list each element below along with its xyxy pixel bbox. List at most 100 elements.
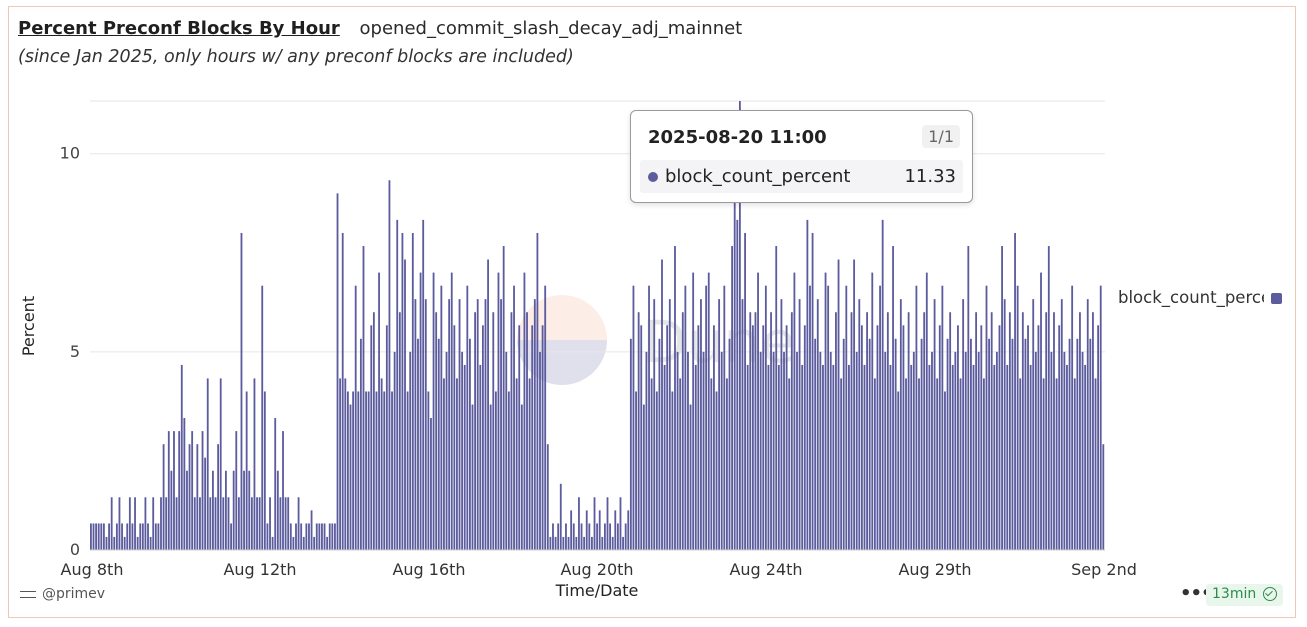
bar[interactable] xyxy=(829,351,832,550)
bar[interactable] xyxy=(1045,312,1048,550)
bar[interactable] xyxy=(110,497,113,550)
bar[interactable] xyxy=(759,351,762,550)
bar[interactable] xyxy=(391,391,393,550)
bar[interactable] xyxy=(824,272,827,550)
bar[interactable] xyxy=(1079,312,1081,550)
bar[interactable] xyxy=(313,536,316,550)
bar[interactable] xyxy=(835,312,837,550)
bar[interactable] xyxy=(562,536,565,550)
bar[interactable] xyxy=(1032,299,1035,550)
bar[interactable] xyxy=(505,351,508,550)
bar[interactable] xyxy=(860,325,863,550)
bar[interactable] xyxy=(248,470,251,550)
bar[interactable] xyxy=(809,285,811,550)
bar[interactable] xyxy=(224,470,227,550)
bar[interactable] xyxy=(554,536,557,550)
bar[interactable] xyxy=(663,364,666,550)
bar[interactable] xyxy=(788,378,791,550)
bar[interactable] xyxy=(949,312,952,550)
bar[interactable] xyxy=(993,364,996,550)
bar[interactable] xyxy=(326,536,329,550)
bar[interactable] xyxy=(279,497,282,550)
bar[interactable] xyxy=(302,536,305,550)
bar[interactable] xyxy=(458,299,461,550)
bar[interactable] xyxy=(801,364,804,550)
bar[interactable] xyxy=(975,312,978,550)
bar[interactable] xyxy=(967,246,970,551)
bar[interactable] xyxy=(624,523,627,550)
bar[interactable] xyxy=(253,378,256,550)
bar[interactable] xyxy=(733,193,736,550)
bar[interactable] xyxy=(892,246,894,551)
bar[interactable] xyxy=(790,312,793,550)
bar[interactable] xyxy=(300,523,303,550)
bar[interactable] xyxy=(780,299,783,550)
bar[interactable] xyxy=(1073,378,1076,550)
bar[interactable] xyxy=(1011,338,1014,550)
bar[interactable] xyxy=(710,378,713,550)
bar[interactable] xyxy=(1040,272,1042,550)
bar[interactable] xyxy=(492,312,495,550)
bar[interactable] xyxy=(899,299,902,550)
bar[interactable] xyxy=(352,391,355,550)
bar[interactable] xyxy=(990,312,993,550)
bar[interactable] xyxy=(1063,351,1066,550)
bar[interactable] xyxy=(650,378,653,550)
bar[interactable] xyxy=(884,351,887,550)
bar[interactable] xyxy=(762,325,765,550)
bar[interactable] xyxy=(269,497,271,550)
bar[interactable] xyxy=(962,299,965,550)
bar[interactable] xyxy=(430,418,432,550)
bar[interactable] xyxy=(1019,378,1022,550)
bar[interactable] xyxy=(684,285,687,550)
bar[interactable] xyxy=(284,497,287,550)
bar[interactable] xyxy=(897,391,900,550)
bar[interactable] xyxy=(1021,312,1024,550)
bar[interactable] xyxy=(912,351,915,550)
bar[interactable] xyxy=(671,391,674,550)
bar[interactable] xyxy=(404,259,406,550)
bar[interactable] xyxy=(676,351,679,550)
bar[interactable] xyxy=(359,338,362,550)
bar[interactable] xyxy=(1066,364,1068,550)
bar[interactable] xyxy=(152,497,155,550)
bar[interactable] xyxy=(611,536,614,550)
bar[interactable] xyxy=(616,523,619,550)
bar[interactable] xyxy=(585,510,588,550)
bar[interactable] xyxy=(951,364,954,550)
bar[interactable] xyxy=(393,351,396,550)
bar[interactable] xyxy=(510,312,513,550)
bar[interactable] xyxy=(894,338,897,550)
bar[interactable] xyxy=(531,325,534,550)
bar[interactable] xyxy=(526,312,528,550)
bar[interactable] xyxy=(850,312,853,550)
bar[interactable] xyxy=(557,523,560,550)
bar[interactable] xyxy=(256,497,258,550)
bar[interactable] xyxy=(816,299,819,550)
bar[interactable] xyxy=(380,378,383,550)
bar[interactable] xyxy=(1037,325,1040,550)
bar[interactable] xyxy=(237,497,240,550)
bar[interactable] xyxy=(863,364,866,550)
bar[interactable] xyxy=(134,497,136,550)
bar[interactable] xyxy=(500,299,502,550)
bar[interactable] xyxy=(936,378,939,550)
bar[interactable] xyxy=(188,444,191,550)
bar[interactable] xyxy=(261,285,264,550)
bar[interactable] xyxy=(331,523,334,550)
more-options-button[interactable]: ••• xyxy=(1180,583,1213,604)
bar[interactable] xyxy=(549,536,552,550)
bar[interactable] xyxy=(1102,444,1105,550)
bar[interactable] xyxy=(658,338,661,550)
bar[interactable] xyxy=(931,351,933,550)
legend-item[interactable]: block_count_percent xyxy=(1118,288,1290,310)
bar[interactable] xyxy=(357,391,360,550)
bar[interactable] xyxy=(819,351,822,550)
bar[interactable] xyxy=(173,431,175,550)
bar[interactable] xyxy=(938,325,941,550)
bar[interactable] xyxy=(414,299,417,550)
bar[interactable] xyxy=(622,536,624,550)
bar[interactable] xyxy=(853,259,856,550)
bar[interactable] xyxy=(907,312,910,550)
bar[interactable] xyxy=(149,536,152,550)
